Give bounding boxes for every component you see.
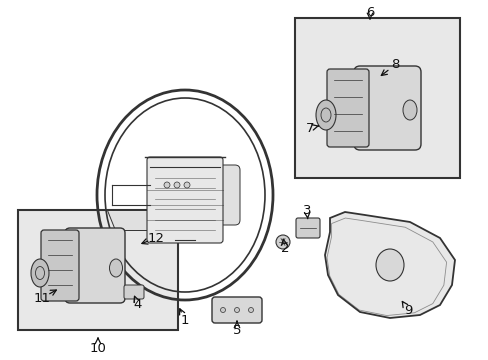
Text: 3: 3	[302, 203, 311, 216]
FancyBboxPatch shape	[124, 285, 143, 299]
Text: 11: 11	[34, 292, 50, 305]
Ellipse shape	[375, 249, 403, 281]
Ellipse shape	[402, 100, 416, 120]
FancyBboxPatch shape	[200, 165, 240, 225]
FancyBboxPatch shape	[295, 218, 319, 238]
Text: 7: 7	[305, 122, 314, 135]
Polygon shape	[107, 210, 155, 230]
FancyBboxPatch shape	[353, 66, 420, 150]
Text: 5: 5	[232, 324, 241, 337]
Text: 6: 6	[365, 5, 373, 18]
FancyBboxPatch shape	[212, 297, 262, 323]
Ellipse shape	[183, 182, 190, 188]
FancyBboxPatch shape	[41, 230, 79, 301]
Text: 10: 10	[89, 342, 106, 355]
Ellipse shape	[220, 307, 225, 312]
Text: 4: 4	[134, 298, 142, 311]
Ellipse shape	[174, 182, 180, 188]
Ellipse shape	[109, 259, 122, 277]
FancyBboxPatch shape	[326, 69, 368, 147]
Ellipse shape	[163, 182, 170, 188]
Bar	[294, 18, 459, 178]
Text: 2: 2	[280, 242, 289, 255]
Bar	[18, 210, 178, 330]
Polygon shape	[325, 212, 454, 318]
Ellipse shape	[31, 259, 49, 287]
Text: 12: 12	[147, 231, 164, 244]
Text: 9: 9	[403, 303, 411, 316]
Ellipse shape	[275, 235, 289, 249]
Text: 8: 8	[390, 58, 398, 72]
FancyBboxPatch shape	[65, 228, 125, 303]
Text: 1: 1	[181, 314, 189, 327]
Ellipse shape	[315, 100, 335, 130]
Ellipse shape	[248, 307, 253, 312]
Ellipse shape	[234, 307, 239, 312]
FancyBboxPatch shape	[147, 157, 223, 243]
